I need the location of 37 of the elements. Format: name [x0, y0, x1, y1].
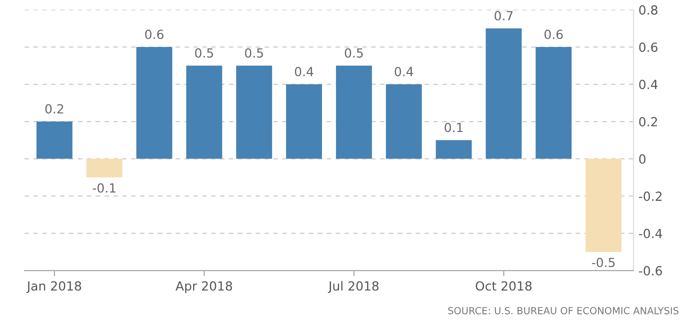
data-label: -0.1 — [92, 183, 116, 193]
bar — [136, 47, 172, 159]
bar — [486, 28, 522, 159]
data-label: 0.6 — [145, 30, 164, 40]
y-tick-label: -0.6 — [638, 266, 662, 276]
data-label: 0.1 — [444, 122, 463, 132]
data-label: 0.5 — [245, 48, 263, 58]
y-tick-label: 0.8 — [639, 5, 658, 15]
bar — [236, 66, 272, 159]
data-label: 0.7 — [494, 10, 513, 20]
bar — [436, 140, 472, 159]
y-tick-label: 0.2 — [639, 117, 657, 126]
bar — [286, 84, 322, 159]
data-label: 0.4 — [394, 66, 414, 76]
data-label: 0.5 — [344, 48, 363, 58]
data-label: 0.5 — [195, 48, 214, 58]
y-tick-label: -0.4 — [638, 228, 662, 238]
bar — [336, 66, 372, 159]
y-tick-label: 0.6 — [639, 42, 658, 52]
y-tick-label: 0.4 — [639, 80, 658, 90]
x-tick-label: Oct 2018 — [476, 281, 532, 291]
bar — [586, 158, 622, 252]
bar — [536, 47, 572, 159]
data-label: -0.5 — [592, 258, 615, 268]
x-tick-label: Apr 2018 — [176, 281, 232, 294]
x-tick-label: Jan 2018 — [26, 281, 82, 293]
data-label: 0.6 — [544, 30, 563, 40]
bar — [36, 122, 72, 159]
source-note: SOURCE: U.S. BUREAU OF ECONOMIC ANALYSIS — [448, 306, 678, 314]
data-label: 0.4 — [294, 66, 314, 76]
y-tick-label: -0.2 — [638, 192, 662, 201]
y-tick-label: 0 — [639, 154, 646, 164]
x-tick-label: Jul 2018 — [328, 280, 379, 293]
data-label: 0.2 — [45, 104, 64, 114]
bar — [386, 84, 422, 159]
bar — [186, 66, 222, 159]
bar — [86, 158, 122, 178]
